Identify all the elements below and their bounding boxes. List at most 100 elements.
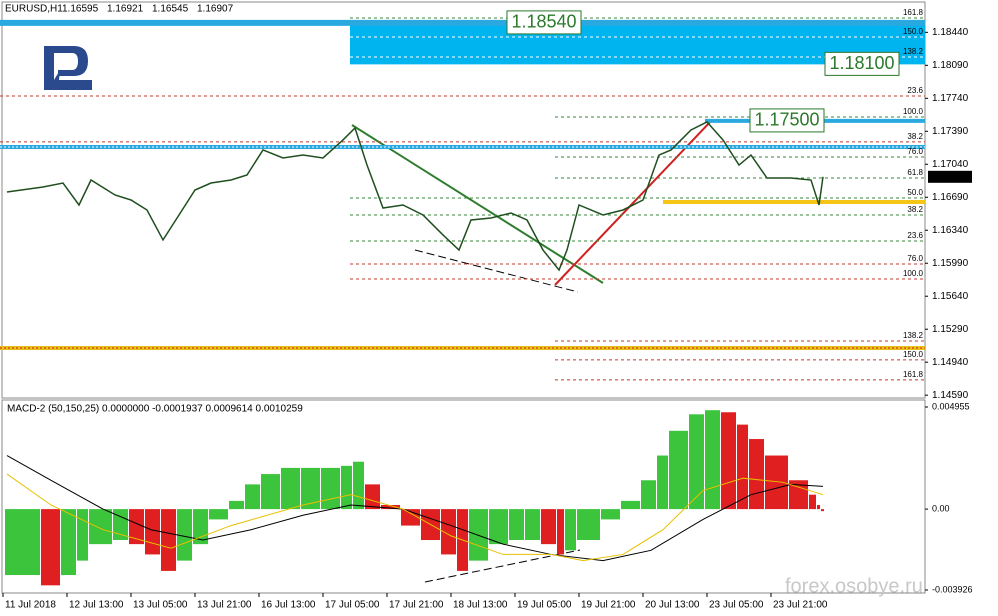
macd-line bbox=[6, 473, 824, 562]
macd-bar bbox=[301, 467, 320, 510]
macd-bar bbox=[245, 484, 260, 510]
macd-bar bbox=[365, 484, 380, 510]
y-tick-label: 1.17740 bbox=[932, 93, 969, 104]
y-tick-label: 1.14590 bbox=[932, 390, 969, 401]
ohlc-value: 1.16545 bbox=[152, 4, 189, 15]
y-tick-label: 1.17040 bbox=[932, 159, 969, 170]
fib-label: 100.0 bbox=[903, 269, 924, 278]
macd-bar bbox=[577, 509, 600, 541]
y-tick-label: 1.18440 bbox=[932, 27, 969, 38]
y-tick-label: 1.17390 bbox=[932, 126, 969, 137]
fib-label: 50.0 bbox=[907, 188, 923, 197]
price-box bbox=[824, 51, 900, 76]
macd-bar bbox=[341, 465, 352, 510]
y-tick-label: 1.15640 bbox=[932, 291, 969, 302]
ohlc-value: 1.16595 bbox=[62, 4, 99, 15]
macd-bar bbox=[281, 467, 300, 510]
fib-label: 38.2 bbox=[907, 132, 923, 141]
fib-label: 76.0 bbox=[907, 147, 923, 156]
macd-bar bbox=[669, 430, 688, 510]
x-tick-label: 20 Jul 13:00 bbox=[645, 600, 700, 611]
x-tick-label: 13 Jul 21:00 bbox=[197, 600, 252, 611]
macd-bar bbox=[621, 500, 640, 510]
logo bbox=[44, 46, 92, 90]
price-box bbox=[506, 10, 582, 35]
macd-bar bbox=[229, 500, 244, 510]
y-tick-label: -0.003926 bbox=[932, 584, 973, 594]
x-tick-label: 18 Jul 13:00 bbox=[453, 600, 508, 611]
y-tick-label: 1.16340 bbox=[932, 225, 969, 236]
trend-line bbox=[424, 549, 581, 583]
x-tick-label: 23 Jul 21:00 bbox=[773, 600, 828, 611]
ohlc-value: 1.16921 bbox=[107, 4, 144, 15]
fib-label: 76.0 bbox=[907, 254, 923, 263]
x-tick-label: 17 Jul 21:00 bbox=[389, 600, 444, 611]
x-tick-label: 17 Jul 05:00 bbox=[325, 600, 380, 611]
x-tick-label: 19 Jul 21:00 bbox=[581, 600, 636, 611]
y-tick-label: 0.004955 bbox=[932, 401, 970, 411]
macd-bar bbox=[817, 504, 820, 510]
macd-bar bbox=[61, 509, 76, 576]
macd-bar bbox=[89, 509, 112, 545]
macd-bar bbox=[113, 509, 128, 541]
macd-bar bbox=[353, 461, 364, 510]
fib-label: 138.2 bbox=[903, 47, 924, 56]
macd-bar bbox=[689, 414, 704, 510]
fib-label: 100.0 bbox=[903, 107, 924, 116]
macd-bar bbox=[705, 410, 720, 510]
macd-bar bbox=[809, 494, 816, 510]
x-tick-label: 13 Jul 05:00 bbox=[133, 600, 188, 611]
macd-line bbox=[6, 455, 824, 562]
macd-bar bbox=[737, 424, 748, 510]
price-box-label: 1.18100 bbox=[829, 53, 894, 73]
symbol: EURUSD,H1 bbox=[5, 4, 63, 15]
macd-bar bbox=[489, 509, 508, 545]
macd-bar bbox=[721, 412, 736, 510]
x-tick-label: 19 Jul 05:00 bbox=[517, 600, 572, 611]
macd-bar bbox=[77, 509, 88, 561]
y-tick-label: 1.14940 bbox=[932, 357, 969, 368]
macd-bar bbox=[261, 474, 280, 510]
fib-label: 23.6 bbox=[907, 231, 923, 240]
macd-bar bbox=[541, 509, 556, 545]
price-line bbox=[6, 121, 824, 272]
macd-bar bbox=[209, 509, 228, 520]
last-price-box bbox=[928, 170, 972, 183]
macd-bar bbox=[145, 509, 160, 555]
macd-bar bbox=[469, 509, 488, 561]
macd-bar bbox=[525, 509, 540, 541]
macd-bar bbox=[41, 509, 60, 586]
watermark: forex.osobye.ru bbox=[785, 575, 923, 597]
macd-bar bbox=[641, 480, 656, 510]
fib-label: 161.8 bbox=[903, 370, 924, 379]
last-price: 1.16907 bbox=[932, 171, 969, 182]
price-box-label: 1.18540 bbox=[511, 12, 576, 32]
y-tick-label: 1.15290 bbox=[932, 324, 969, 335]
macd-bar bbox=[765, 455, 788, 510]
macd-bar bbox=[5, 509, 40, 576]
y-tick-label: 1.18090 bbox=[932, 60, 969, 71]
macd-bar bbox=[161, 509, 176, 571]
macd-title: MACD-2 (50,150,25) 0.0000000 -0.0001937 … bbox=[7, 404, 303, 415]
macd-bar bbox=[441, 509, 456, 555]
x-tick-label: 12 Jul 13:00 bbox=[69, 600, 124, 611]
macd-bar bbox=[789, 480, 808, 510]
fib-label: 61.8 bbox=[907, 168, 923, 177]
y-tick-label: 1.16690 bbox=[932, 192, 969, 203]
macd-bar bbox=[821, 509, 824, 512]
price-box-label: 1.17500 bbox=[754, 110, 819, 130]
fib-label: 138.2 bbox=[903, 331, 924, 340]
macd-bar bbox=[177, 509, 192, 561]
fib-label: 150.0 bbox=[903, 350, 924, 359]
macd-bar bbox=[657, 455, 668, 510]
macd-bar bbox=[601, 509, 620, 520]
x-tick-label: 23 Jul 05:00 bbox=[709, 600, 764, 611]
trend-line bbox=[414, 249, 579, 293]
y-tick-label: 1.15990 bbox=[932, 258, 969, 269]
price-box bbox=[749, 108, 825, 133]
macd-bar bbox=[557, 509, 564, 555]
ohlc-value: 1.16907 bbox=[197, 4, 234, 15]
macd-bar bbox=[509, 509, 524, 541]
macd-bar bbox=[129, 509, 144, 545]
